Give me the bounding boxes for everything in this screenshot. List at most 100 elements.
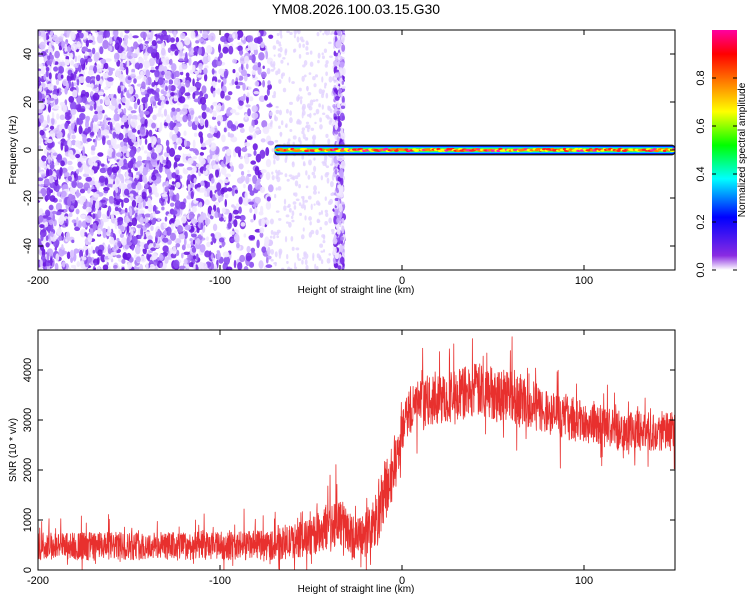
noise-speckle [42,98,45,102]
noise-speckle [119,66,125,71]
noise-speckle [267,80,271,86]
noise-speckle [143,52,148,61]
noise-speckle [171,246,177,255]
noise-speckle [252,64,259,71]
noise-speckle [264,219,270,226]
noise-speckle [223,179,230,184]
noise-speckle [176,225,183,233]
noise-speckle [79,57,85,65]
noise-speckle [90,145,96,152]
noise-speckle [84,187,89,191]
noise-speckle [229,161,233,167]
noise-speckle [152,48,158,53]
noise-speckle [143,188,147,193]
noise-speckle-faint [322,112,326,116]
noise-speckle [218,195,224,202]
noise-speckle [247,183,253,192]
noise-speckle-faint [315,108,320,115]
noise-speckle-faint [270,68,275,72]
noise-speckle-faint [328,253,332,256]
noise-speckle [76,95,82,104]
spectrogram-y-tick-label: -20 [22,190,34,206]
noise-speckle [175,107,181,112]
noise-speckle [85,206,92,213]
noise-speckle [247,169,250,173]
noise-speckle [214,231,222,240]
noise-speckle [151,82,156,87]
noise-speckle [131,182,137,190]
noise-speckle-faint [304,136,309,141]
noise-speckle [228,45,234,55]
noise-speckle [229,33,233,39]
noise-speckle [73,170,77,179]
noise-speckle [241,62,244,71]
noise-speckle-faint [297,94,300,97]
noise-speckle-faint [291,81,295,84]
noise-speckle [118,103,122,109]
noise-speckle-faint [304,259,308,266]
noise-speckle [80,155,88,161]
noise-speckle [265,146,270,157]
noise-speckle [154,69,160,78]
noise-speckle-faint [321,93,324,99]
noise-speckle [128,257,134,263]
noise-speckle [249,190,255,196]
noise-speckle [79,188,86,194]
noise-speckle [231,204,235,208]
noise-speckle [150,69,156,73]
noise-speckle [200,135,204,145]
noise-speckle [137,210,142,214]
noise-speckle [194,70,199,75]
noise-speckle-faint [281,72,286,77]
noise-speckle-faint [289,129,293,132]
noise-speckle-faint [302,200,305,206]
noise-speckle [67,267,71,270]
spectrogram-x-tick-label: -200 [27,275,49,287]
noise-speckle [46,59,53,66]
noise-speckle [162,159,167,164]
noise-speckle-faint [269,121,273,128]
noise-speckle [74,226,81,232]
noise-speckle-faint [307,195,312,200]
noise-speckle [174,200,182,210]
noise-speckle-faint [310,229,315,235]
noise-stripe-speckle [336,135,340,144]
noise-speckle [52,213,56,222]
noise-speckle [92,138,96,143]
noise-speckle [111,151,116,159]
noise-speckle [127,113,133,120]
noise-speckle [251,54,256,64]
noise-speckle-faint [318,88,323,95]
noise-speckle-faint [277,186,282,191]
noise-speckle [38,193,43,199]
noise-speckle [78,32,84,39]
noise-speckle [160,54,166,63]
noise-speckle [162,237,169,243]
noise-speckle [220,187,225,195]
noise-speckle-faint [279,172,284,175]
noise-speckle [115,152,123,158]
noise-stripe-speckle [339,210,343,219]
noise-speckle-faint [305,40,309,46]
noise-speckle [38,91,43,101]
noise-speckle [85,240,89,246]
noise-speckle [58,235,63,241]
noise-speckle [191,218,198,225]
noise-speckle [198,201,203,208]
noise-speckle [236,177,244,184]
noise-speckle [71,180,77,188]
noise-speckle [38,76,42,83]
noise-speckle [175,37,180,43]
noise-speckle [253,91,260,95]
noise-speckle [265,257,269,264]
noise-speckle-faint [330,228,335,233]
noise-speckle [230,124,237,132]
noise-speckle [182,76,186,83]
noise-speckle [220,35,227,43]
noise-speckle [192,239,196,245]
noise-speckle [59,166,63,177]
noise-speckle [136,224,144,229]
noise-speckle [176,122,182,128]
noise-speckle [223,156,226,165]
